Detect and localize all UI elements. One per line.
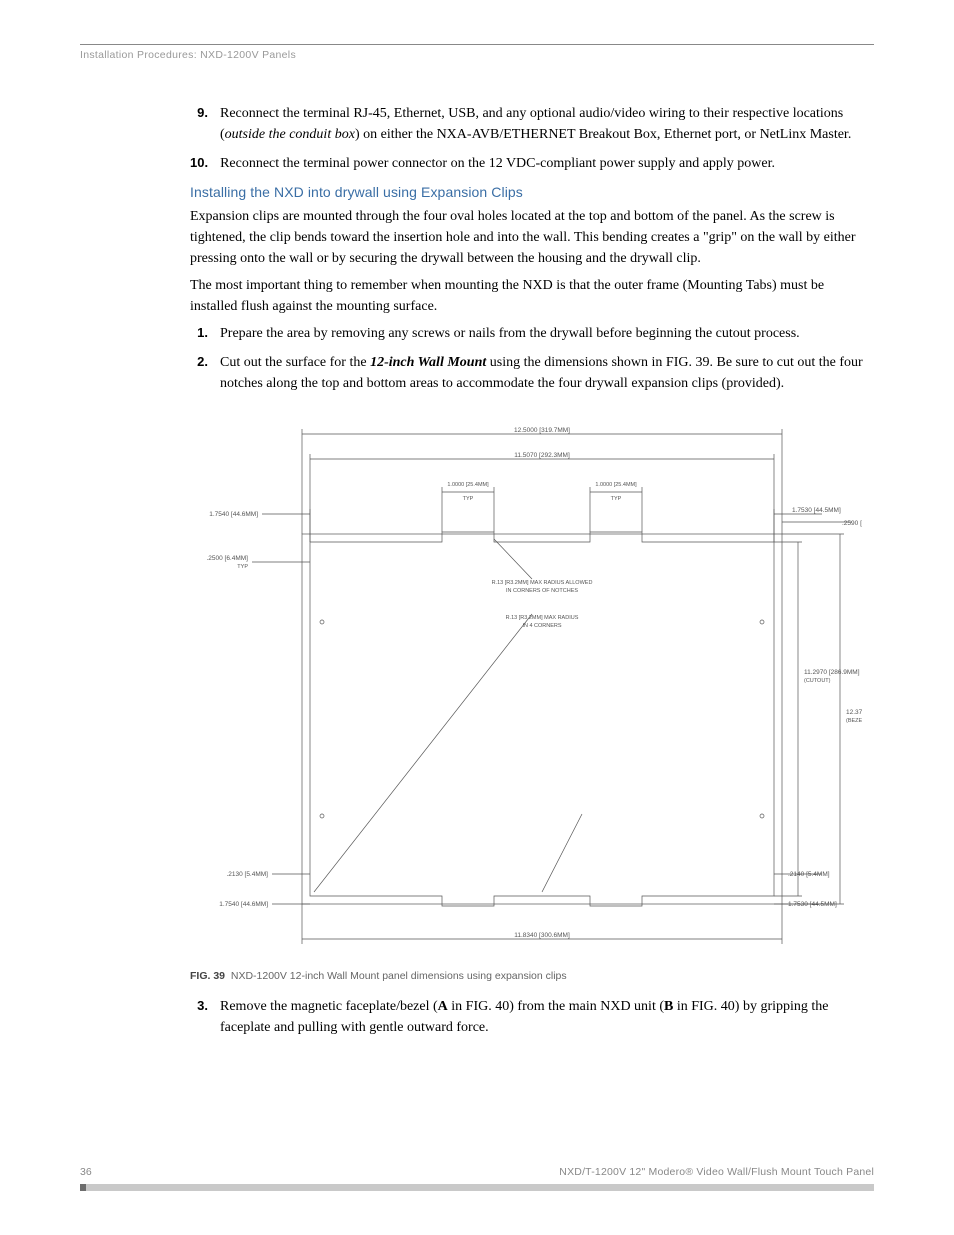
list-number: 10.: [190, 153, 220, 174]
list-body: Reconnect the terminal power connector o…: [220, 153, 874, 174]
list-item: 10.Reconnect the terminal power connecto…: [190, 153, 874, 174]
section-heading: Installing the NXD into drywall using Ex…: [190, 184, 874, 200]
figure-caption-text: NXD-1200V 12-inch Wall Mount panel dimen…: [231, 970, 567, 982]
dim-bot-right-1: .2140 [5.4MM]: [788, 871, 830, 878]
list-item: 9.Reconnect the terminal RJ-45, Ethernet…: [190, 103, 874, 145]
radius-notch-2: IN CORNERS OF NOTCHES: [506, 588, 578, 594]
list-number: 2.: [190, 352, 220, 394]
dim-typ-1: TYP: [463, 496, 474, 502]
dim-right-1: 1.7530 [44.5MM]: [792, 507, 841, 514]
list-number: 1.: [190, 323, 220, 344]
list-item: 3.Remove the magnetic faceplate/bezel (A…: [190, 996, 874, 1038]
figure-diagram: 12.5000 [319.7MM] 11.5070 [292.3MM] 1.00…: [190, 414, 874, 954]
figure-caption-label: FIG. 39: [190, 970, 225, 982]
radius-corners-2: IN 4 CORNERS: [522, 623, 561, 629]
list-body: Prepare the area by removing any screws …: [220, 323, 874, 344]
list-number: 9.: [190, 103, 220, 145]
footer-title: NXD/T-1200V 12" Modero® Video Wall/Flush…: [559, 1166, 874, 1178]
header-rule: [80, 44, 874, 45]
dim-bottom-outer: 11.8340 [300.6MM]: [514, 932, 570, 939]
paragraph: Expansion clips are mounted through the …: [190, 206, 874, 269]
radius-corners-1: R.13 [R3.2MM] MAX RADIUS: [506, 615, 579, 621]
dim-typ-2: TYP: [611, 496, 622, 502]
list-body: Reconnect the terminal RJ-45, Ethernet, …: [220, 103, 874, 145]
figure-caption: FIG. 39 NXD-1200V 12-inch Wall Mount pan…: [190, 970, 874, 982]
dim-bot-left-2: 1.7540 [44.6MM]: [219, 901, 268, 908]
list-item: 2.Cut out the surface for the 12-inch Wa…: [190, 352, 874, 394]
dim-notch-l: 1.0000 [25.4MM]: [447, 482, 489, 488]
dim-top-outer: 12.5000 [319.7MM]: [514, 427, 570, 434]
list-body: Cut out the surface for the 12-inch Wall…: [220, 352, 874, 394]
dim-typ-3: TYP: [237, 564, 248, 570]
list-body: Remove the magnetic faceplate/bezel (A i…: [220, 996, 874, 1038]
radius-notch-1: R.13 [R3.2MM] MAX RADIUS ALLOWED: [492, 580, 593, 586]
dim-left-2: .2500 [6.4MM]: [206, 555, 248, 562]
dim-top-inner: 11.5070 [292.3MM]: [514, 452, 570, 459]
dim-notch-r: 1.0000 [25.4MM]: [595, 482, 637, 488]
dim-cutout-2: (CUTOUT): [804, 678, 831, 684]
dim-cutout-1: 11.2970 [286.9MM]: [804, 669, 860, 676]
footer-bar: [80, 1184, 874, 1191]
header-breadcrumb: Installation Procedures: NXD-1200V Panel…: [80, 49, 874, 61]
dim-bot-left-1: .2130 [5.4MM]: [226, 871, 268, 878]
dim-bot-right-2: 1.7530 [44.5MM]: [788, 901, 837, 908]
paragraph: The most important thing to remember whe…: [190, 275, 874, 317]
dim-bezel-2: (BEZEL): [846, 718, 862, 724]
dim-right-2: .2590 [6.7MM]: [842, 520, 862, 527]
list-number: 3.: [190, 996, 220, 1038]
list-item: 1.Prepare the area by removing any screw…: [190, 323, 874, 344]
dim-left-1: 1.7540 [44.6MM]: [209, 511, 258, 518]
dim-bezel-1: 12.3750 [314.3MM]: [846, 709, 862, 716]
page-number: 36: [80, 1166, 92, 1178]
